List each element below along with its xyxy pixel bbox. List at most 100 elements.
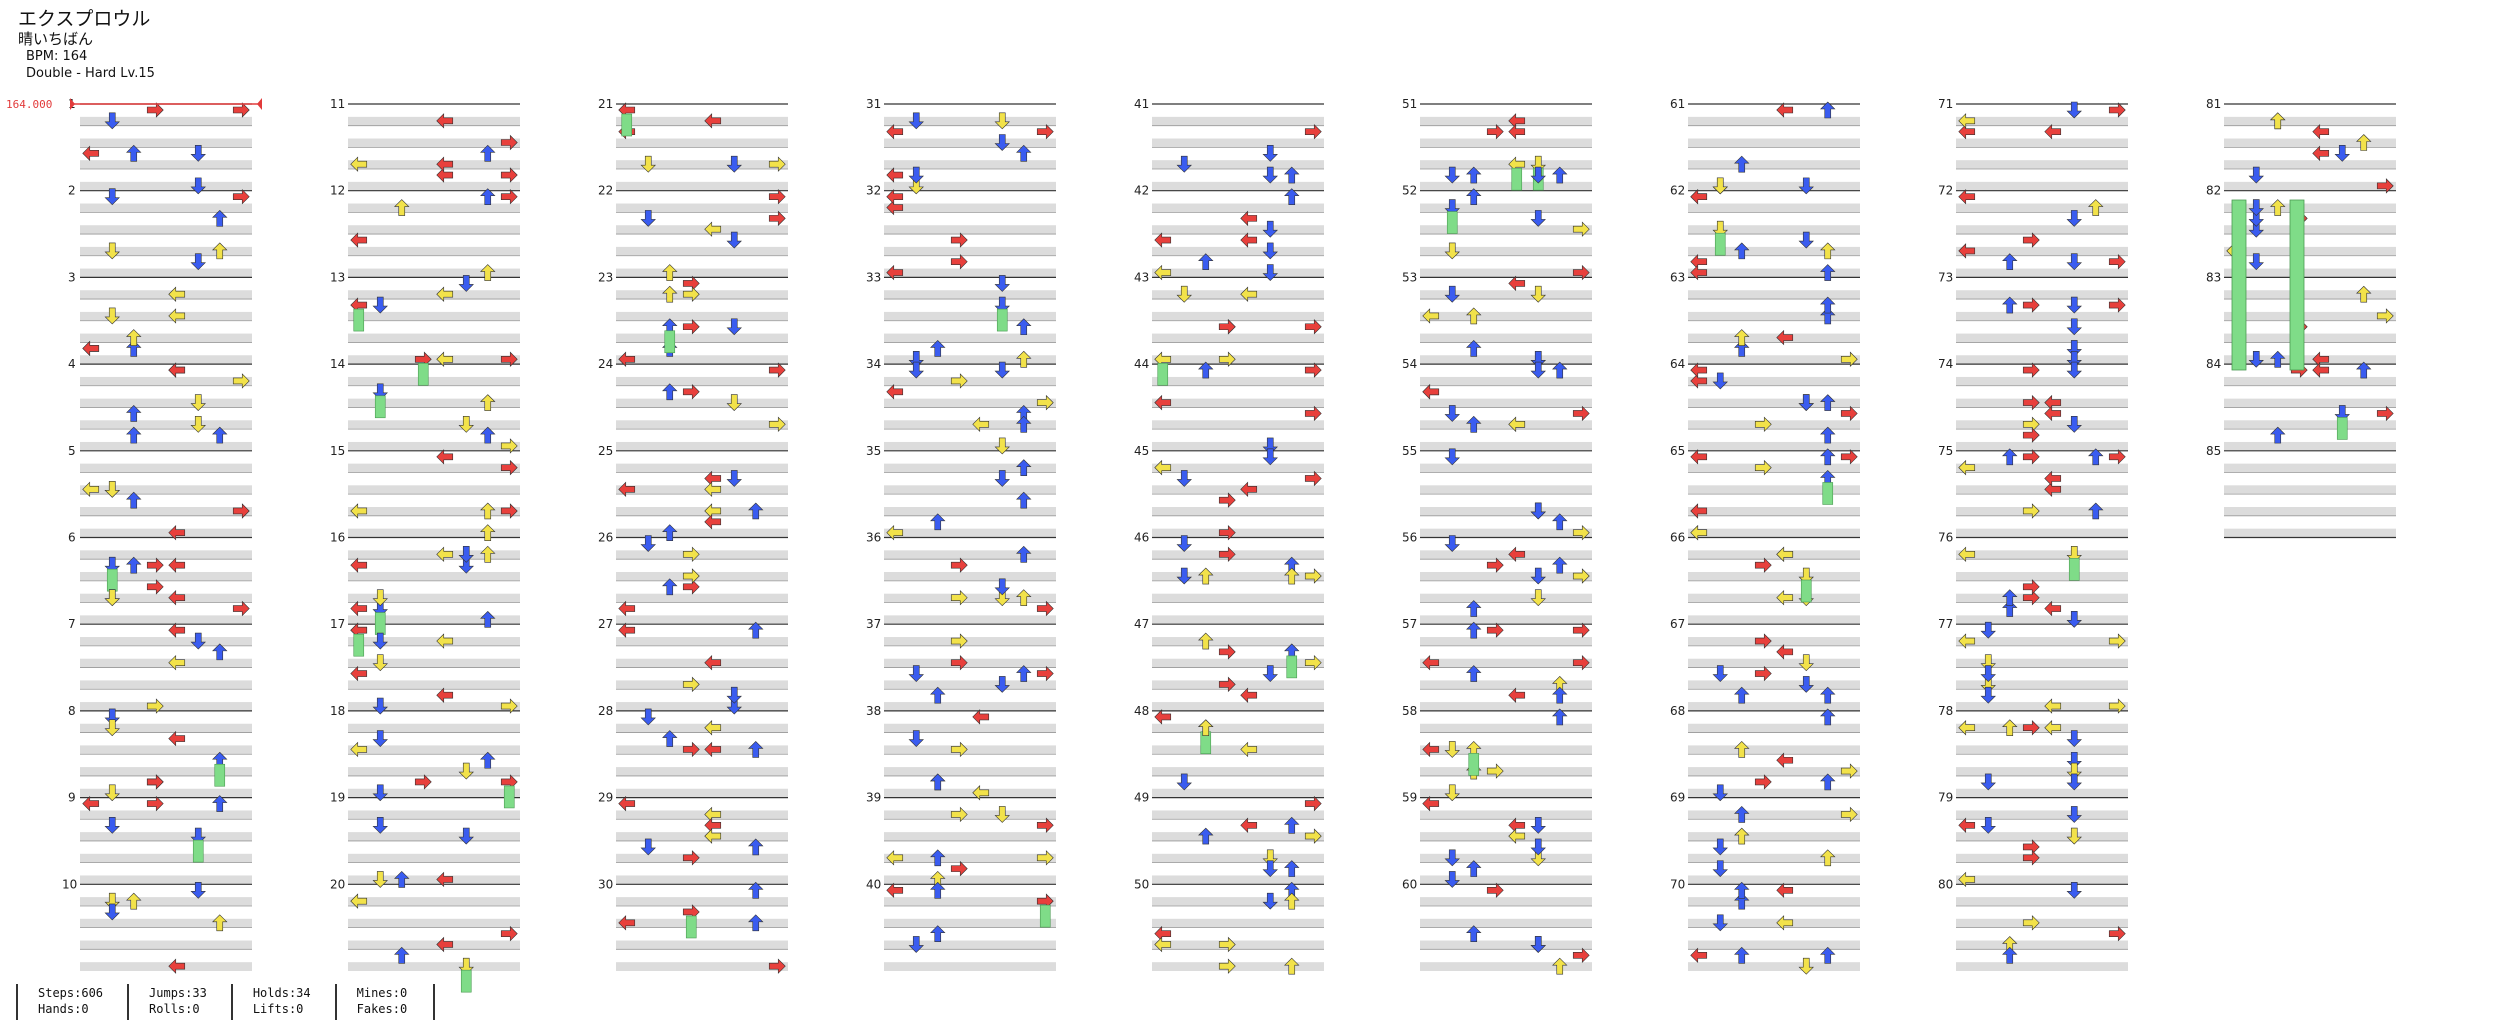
measure-number: 10: [62, 877, 77, 891]
beat-band: [1688, 376, 1860, 386]
measure: 31: [866, 97, 1056, 191]
beat-band: [1152, 875, 1324, 885]
beat-band: [80, 160, 252, 170]
beat-band: [884, 918, 1056, 928]
down-arrow-icon: [104, 816, 120, 834]
measure: 16: [330, 531, 520, 625]
measure: 78: [1938, 704, 2128, 798]
down-arrow-icon: [1262, 860, 1278, 877]
beat-band: [1152, 138, 1324, 148]
measure: 70: [1670, 877, 1860, 971]
measure-number: 20: [330, 877, 345, 891]
beat-band: [80, 506, 252, 516]
measure: 58: [1402, 704, 1592, 798]
left-arrow-icon: [1422, 796, 1440, 811]
left-arrow-icon: [886, 124, 904, 139]
measure-number: 42: [1134, 184, 1149, 198]
beat-band: [1420, 810, 1592, 820]
beat-band: [884, 246, 1056, 256]
measure-number: 24: [598, 357, 613, 371]
measure-number: 17: [330, 617, 345, 631]
beat-band: [1956, 572, 2128, 581]
hold-tail: [106, 568, 118, 592]
beat-band: [2224, 398, 2396, 408]
right-arrow-icon: [682, 276, 700, 291]
measure: 36: [866, 531, 1056, 625]
beat-band: [80, 875, 252, 885]
beat-band: [1688, 268, 1860, 278]
beat-band: [80, 203, 252, 213]
measure-number: 82: [2206, 184, 2221, 198]
beat-band: [616, 572, 788, 581]
beat-band: [884, 788, 1056, 798]
beat-band: [1420, 116, 1592, 126]
beat-band: [1420, 550, 1592, 560]
beat-band: [616, 355, 788, 365]
beat-band: [1688, 788, 1860, 798]
hold-tail: [2231, 199, 2247, 371]
right-arrow-icon: [1304, 362, 1322, 378]
beat-band: [348, 788, 520, 798]
stat-cell: Jumps:33 Rolls:0: [127, 984, 231, 1020]
measure-number: 85: [2206, 444, 2221, 458]
beat-band: [1420, 897, 1592, 906]
beat-band: [884, 376, 1056, 386]
beat-band: [1152, 788, 1324, 798]
beat-band: [80, 463, 252, 473]
measure: 7: [68, 617, 252, 711]
left-arrow-icon: [1240, 211, 1258, 226]
measure-number: 83: [2206, 270, 2221, 284]
left-arrow-icon: [2312, 124, 2330, 139]
beat-band: [1420, 441, 1592, 451]
right-arrow-icon: [768, 958, 786, 974]
measure: 23: [598, 270, 788, 365]
beat-band: [616, 962, 788, 971]
beat-band: [1688, 702, 1860, 711]
measure-number: 51: [1402, 97, 1417, 111]
beat-band: [348, 333, 520, 343]
right-arrow-icon: [2108, 926, 2126, 941]
measure: 18: [330, 704, 520, 798]
beat-band: [1152, 593, 1324, 603]
measure-number: 62: [1670, 184, 1685, 198]
measure-number: 18: [330, 704, 345, 718]
left-arrow-icon: [886, 882, 904, 898]
beat-band: [616, 290, 788, 300]
measure: 62: [1670, 184, 1860, 278]
measure: 67: [1670, 617, 1860, 711]
measure: 72: [1938, 184, 2128, 278]
right-arrow-icon: [1304, 124, 1322, 139]
beat-band: [348, 290, 520, 300]
stat-value: Hands:0: [38, 1002, 89, 1016]
measure-number: 15: [330, 444, 345, 458]
beat-band: [348, 875, 520, 885]
beat-band: [348, 355, 520, 365]
left-arrow-icon: [886, 189, 904, 204]
measure-number: 23: [598, 270, 613, 284]
up-arrow-icon: [1552, 686, 1568, 704]
beat-band: [616, 615, 788, 625]
beat-band: [1152, 745, 1324, 755]
measure: 57: [1402, 617, 1592, 711]
measure-number: 84: [2206, 357, 2221, 371]
up-arrow-icon: [930, 773, 946, 791]
hold-tail: [2289, 199, 2305, 371]
left-arrow-icon: [1776, 644, 1794, 660]
beat-band: [1152, 463, 1324, 473]
beat-band: [2224, 203, 2396, 213]
left-arrow-icon: [2312, 146, 2330, 161]
down-arrow-icon: [1980, 686, 1996, 704]
beat-band: [1956, 832, 2128, 841]
beat-band: [80, 702, 252, 711]
hold-tail: [621, 113, 633, 137]
beat-band: [1152, 506, 1324, 516]
measure: 6: [68, 531, 252, 625]
right-arrow-icon: [414, 774, 432, 790]
up-arrow-icon: [1016, 665, 1032, 682]
beat-band: [1420, 333, 1592, 343]
left-arrow-icon: [82, 796, 100, 811]
measure: 12: [330, 184, 520, 278]
beat-band: [1420, 658, 1592, 668]
measure-number: 5: [68, 444, 76, 458]
right-arrow-icon: [1486, 557, 1504, 573]
